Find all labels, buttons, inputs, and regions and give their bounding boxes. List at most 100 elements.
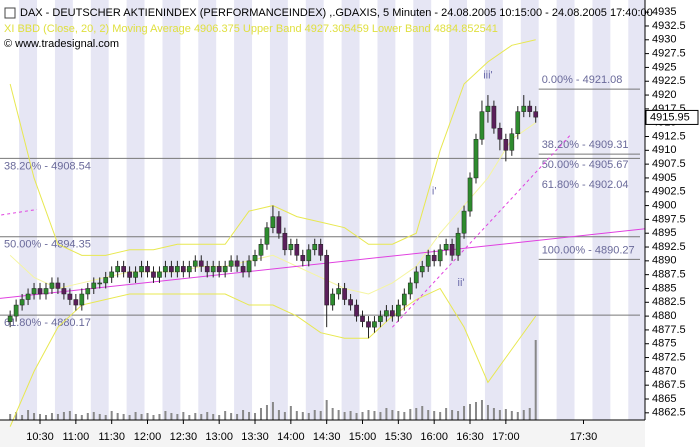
- candle-body: [294, 244, 300, 256]
- volume-bar: [445, 408, 448, 420]
- volume-bar: [74, 414, 77, 420]
- volume-bar: [373, 411, 376, 420]
- moving-average: [9, 122, 536, 295]
- y-tick-label: 4932.5: [652, 20, 686, 32]
- y-tick-label: 4912.5: [652, 130, 686, 142]
- time-stripe: [556, 0, 575, 420]
- volume-bar: [134, 412, 137, 420]
- x-tick-label: 16:30: [456, 431, 484, 443]
- volume-bar: [248, 412, 251, 420]
- time-stripe: [377, 0, 396, 420]
- volume-bar: [176, 414, 179, 420]
- x-tick-label: 12:00: [134, 431, 162, 443]
- candle-body: [282, 232, 288, 251]
- volume-bar: [56, 414, 59, 420]
- candle-body: [97, 282, 103, 285]
- y-axis-area: [645, 0, 699, 447]
- candle-body: [43, 288, 49, 295]
- volume-bar: [27, 410, 30, 420]
- candle-body: [348, 299, 353, 306]
- candle-body: [276, 216, 282, 234]
- volume-bar: [385, 408, 388, 420]
- volume-bar: [158, 414, 161, 420]
- candle-body: [288, 244, 294, 251]
- y-tick-label: 4930: [652, 34, 676, 46]
- y-tick-label: 4867.5: [652, 379, 686, 391]
- volume-bar: [194, 413, 197, 420]
- candle-body: [115, 266, 120, 273]
- candle-body: [384, 310, 389, 317]
- x-tick-label: 11:00: [62, 431, 89, 443]
- y-tick-label: 4870: [652, 365, 676, 377]
- candle-body: [509, 133, 515, 151]
- volume-bar: [206, 412, 209, 420]
- candle-body: [270, 216, 276, 228]
- candle-body: [252, 255, 258, 262]
- candle-body: [491, 105, 497, 129]
- volume-bar: [474, 402, 477, 420]
- bollinger-band: [9, 287, 537, 427]
- time-stripe: [341, 0, 360, 420]
- volume-bar: [409, 409, 412, 420]
- volume-bar: [355, 413, 358, 420]
- volume-bar: [224, 411, 227, 420]
- candle-body: [216, 266, 222, 273]
- x-tick-label: 10:30: [26, 431, 54, 443]
- y-tick-label: 4885: [652, 282, 676, 294]
- volume-bar: [39, 414, 42, 420]
- candle-body: [378, 315, 383, 322]
- x-tick-label: 14:30: [313, 431, 341, 443]
- fib-label: 0.00% - 4921.08: [542, 74, 623, 86]
- candle-body: [479, 111, 485, 140]
- candle-body: [157, 271, 162, 278]
- time-stripe: [305, 0, 324, 420]
- volume-bar: [391, 410, 394, 420]
- volume-bar: [301, 412, 304, 420]
- candle-body: [264, 227, 270, 245]
- time-stripe: [234, 0, 253, 420]
- y-tick-label: 4872.5: [652, 351, 686, 363]
- y-tick-label: 4890: [652, 255, 676, 267]
- candle-body: [91, 282, 97, 289]
- candle-body: [181, 266, 186, 273]
- candle-body: [175, 266, 180, 273]
- x-tick-label: 16:00: [420, 431, 448, 443]
- volume-bar: [86, 413, 89, 420]
- candle-body: [210, 266, 216, 273]
- volume-bar: [146, 413, 149, 420]
- volume-bar: [259, 408, 262, 420]
- fib-label: 61.80% - 4880.17: [4, 317, 91, 329]
- volume-bar: [9, 414, 12, 420]
- candle-body: [300, 255, 306, 262]
- volume-bar: [457, 411, 460, 420]
- volume-bar: [110, 411, 113, 420]
- candle-body: [139, 266, 144, 273]
- y-tick-label: 4880: [652, 310, 676, 322]
- volume-bar: [433, 411, 436, 420]
- x-tick-label: 11:30: [98, 431, 125, 443]
- volume-bar: [104, 415, 107, 420]
- time-stripe: [54, 0, 73, 420]
- fib-label: 38.20% - 4908.54: [4, 160, 91, 172]
- volume-bar: [212, 414, 215, 420]
- volume-bar: [397, 411, 400, 420]
- volume-bar: [283, 412, 286, 420]
- volume-bar: [242, 410, 245, 420]
- volume-bar: [379, 412, 382, 420]
- candle-body: [431, 255, 437, 262]
- y-tick-label: 4882.5: [652, 296, 686, 308]
- volume-bar: [331, 408, 334, 420]
- volume-bar: [463, 406, 466, 420]
- y-tick-label: 4920: [652, 89, 676, 101]
- x-tick-label: 13:30: [241, 431, 269, 443]
- volume-bar: [15, 412, 18, 420]
- volume-bar: [188, 415, 191, 420]
- candle-body: [186, 266, 192, 273]
- candle-body: [366, 321, 371, 328]
- wave-label: iii': [483, 70, 492, 82]
- candle-body: [527, 105, 533, 112]
- volume-bar: [230, 413, 233, 420]
- candle-body: [372, 321, 377, 328]
- candle-body: [503, 139, 509, 151]
- y-tick-label: 4875: [652, 338, 676, 350]
